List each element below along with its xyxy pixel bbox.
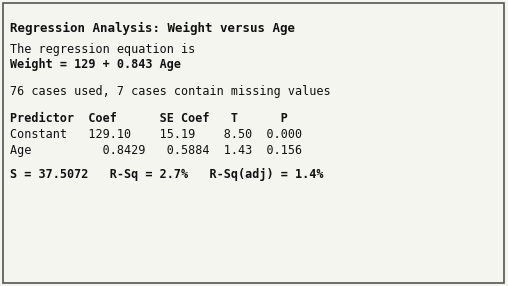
Text: Predictor  Coef      SE Coef   T      P: Predictor Coef SE Coef T P [10,112,288,125]
Text: Weight = 129 + 0.843 Age: Weight = 129 + 0.843 Age [10,58,181,71]
Text: S = 37.5072   R-Sq = 2.7%   R-Sq(adj) = 1.4%: S = 37.5072 R-Sq = 2.7% R-Sq(adj) = 1.4% [10,168,324,181]
Text: The regression equation is: The regression equation is [10,43,195,56]
Text: Constant   129.10    15.19    8.50  0.000: Constant 129.10 15.19 8.50 0.000 [10,128,302,141]
Text: Regression Analysis: Weight versus Age: Regression Analysis: Weight versus Age [10,22,295,35]
Text: 76 cases used, 7 cases contain missing values: 76 cases used, 7 cases contain missing v… [10,85,331,98]
Text: Age          0.8429   0.5884  1.43  0.156: Age 0.8429 0.5884 1.43 0.156 [10,144,302,157]
